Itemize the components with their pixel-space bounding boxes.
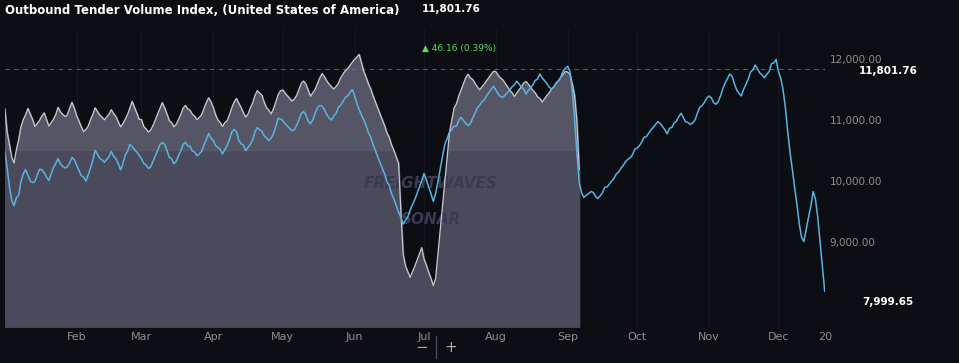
Text: −: − <box>415 340 428 355</box>
Text: SONAR: SONAR <box>401 212 461 227</box>
Text: +: + <box>445 340 457 355</box>
Text: 7,999.65: 7,999.65 <box>862 297 914 307</box>
Text: ▲ 46.16 (0.39%): ▲ 46.16 (0.39%) <box>422 44 496 53</box>
Text: FREIGHTWAVES: FREIGHTWAVES <box>364 176 498 191</box>
Text: 11,801.76: 11,801.76 <box>858 66 918 77</box>
Text: 11,801.76: 11,801.76 <box>422 4 480 14</box>
Text: Outbound Tender Volume Index, (United States of America): Outbound Tender Volume Index, (United St… <box>5 4 399 17</box>
